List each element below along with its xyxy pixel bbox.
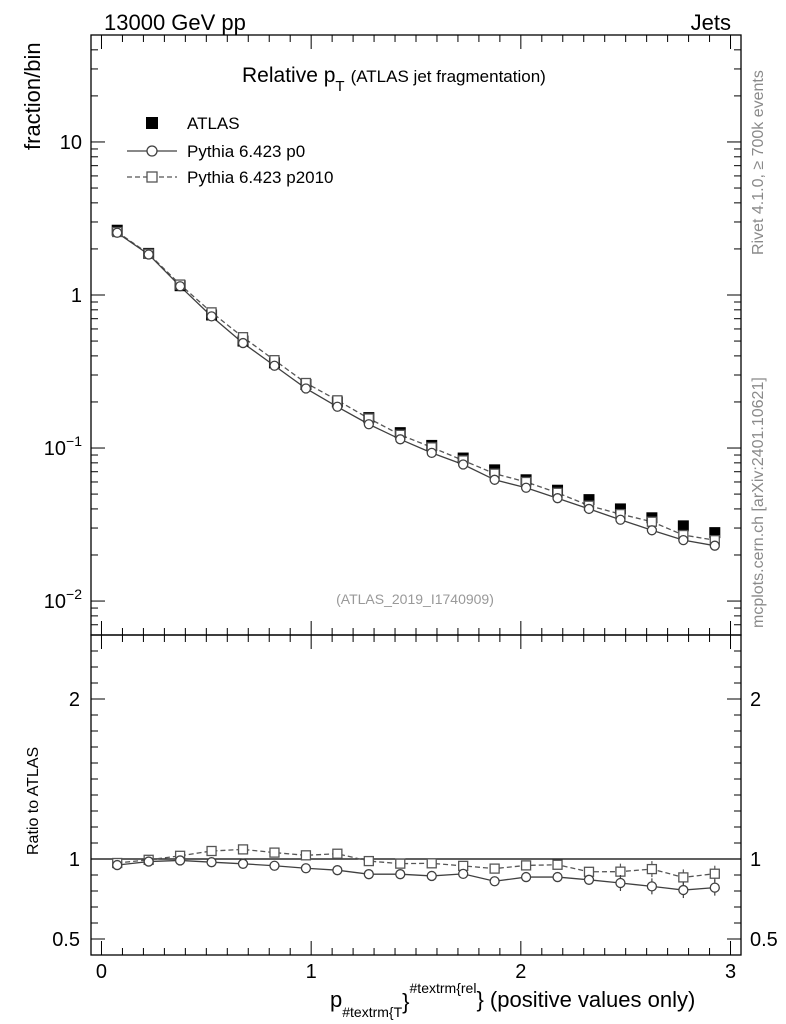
ratio-point-p0 [583,874,595,885]
ratio-point-p0 [520,871,532,883]
point-p0 [552,493,563,504]
point-atlas [709,527,721,539]
point-p0 [174,281,186,292]
ratio-point-p0 [363,869,374,880]
header-right: Jets [691,10,731,35]
ratio-point-p2010 [395,858,406,869]
y-tick-label: 1 [71,285,82,307]
ratio-point-p2010 [646,863,658,875]
point-p0 [646,525,658,536]
x-tick-label: 2 [515,961,526,983]
ratio-point-p2010 [552,859,563,870]
ratio-point-p2010 [426,858,437,869]
chart-title: Relative pT(ATLAS jet fragmentation) [242,64,546,95]
point-p2010 [646,516,658,527]
ratio-line-p0 [117,859,715,891]
ratio-point-p2010 [615,866,626,877]
x-tick-label: 3 [725,961,736,983]
ratio-y-tick-label-left: 2 [69,689,80,711]
ratio-point-p2010 [206,845,217,857]
ratio-point-p0 [552,871,563,883]
point-p0 [678,535,689,546]
ratio-point-p0 [709,882,720,893]
ratio-plot-frame [90,634,742,956]
point-p0 [615,514,626,525]
y-tick-label: 10−2 [44,586,82,613]
ratio-point-p0 [300,863,312,874]
legend-label-atlas: ATLAS [187,114,240,133]
ratio-y-tick-label-right: 1 [750,849,761,871]
y-axis-label: fraction/bin [20,42,45,150]
series-line-p2010 [116,231,715,541]
ratio-y-tick-label-right: 0.5 [750,929,778,951]
ratio-point-p0 [646,881,658,892]
side-text-bottom: mcplots.cern.ch [arXiv:2401.10621] [750,377,767,628]
main-series-layer [111,224,721,551]
ratio-point-p0 [112,859,123,871]
ratio-line-p2010 [117,848,715,879]
ratio-point-p0 [678,884,689,896]
point-p0 [237,337,249,349]
analysis-id: (ATLAS_2019_I1740909) [336,591,494,607]
ratio-point-p2010 [332,848,343,859]
ratio-series-layer [112,844,720,899]
point-p0 [709,540,720,551]
header-left: 13000 GeV pp [104,10,246,35]
y-tick-label: 10−1 [44,433,82,460]
legend-label-p2010: Pythia 6.423 p2010 [187,168,334,187]
ratio-point-p0 [237,858,249,869]
ratio-point-p2010 [300,850,312,861]
point-p0 [332,401,343,412]
x-tick-label: 1 [306,961,317,983]
legend-marker-atlas [146,117,158,129]
ratio-point-p2010 [678,872,689,883]
ratio-point-p0 [458,868,469,880]
point-p0 [206,311,217,322]
y-tick-label: 10 [60,132,82,154]
ratio-point-p0 [426,870,437,882]
ratio-point-p0 [269,860,280,871]
ratio-point-p0 [143,856,154,867]
legend-marker-p0 [146,145,158,157]
point-p0 [300,383,312,394]
point-atlas [614,503,626,515]
ratio-point-p2010 [709,868,720,879]
ratio-point-p2010 [520,860,532,871]
point-p0 [143,249,154,260]
ratio-point-p0 [395,869,406,880]
ratio-point-p2010 [363,855,374,867]
point-p0 [426,447,437,458]
ratio-point-p0 [489,876,500,887]
ratio-point-p0 [332,865,343,876]
point-p0 [363,419,374,430]
point-p0 [395,434,406,445]
axes-layer: 0 1 2 3 10−2 10−1 1 10 0.5 0.5 1 1 2 2 [44,34,778,983]
ratio-y-tick-label-left: 1 [69,849,80,871]
ratio-y-axis-label: Ratio to ATLAS [25,747,42,855]
legend-marker-p2010 [146,171,158,183]
ratio-point-p2010 [489,863,500,874]
point-p0 [112,227,123,238]
point-p0 [489,474,500,485]
point-p0 [583,503,595,515]
ratio-point-p0 [174,855,186,866]
x-axis-label: p#textrm{T}#textrm{rel} (positive values… [330,980,695,1020]
point-p0 [458,459,469,470]
ratio-y-tick-label-left: 0.5 [52,929,80,951]
point-atlas [583,494,595,506]
side-text-top: Rivet 4.1.0, ≥ 700k events [750,70,767,255]
ratio-point-p2010 [237,844,249,855]
ratio-point-p0 [206,857,217,868]
legend: ATLAS Pythia 6.423 p0 Pythia 6.423 p2010 [127,114,334,187]
ratio-point-p0 [615,877,626,889]
ratio-y-tick-label-right: 2 [750,689,761,711]
x-tick-label: 0 [96,961,107,983]
series-line-p0 [116,232,715,547]
point-atlas [677,520,689,532]
ratio-point-p2010 [269,847,280,858]
point-p0 [520,482,532,493]
point-p0 [269,360,280,371]
legend-label-p0: Pythia 6.423 p0 [187,142,305,161]
